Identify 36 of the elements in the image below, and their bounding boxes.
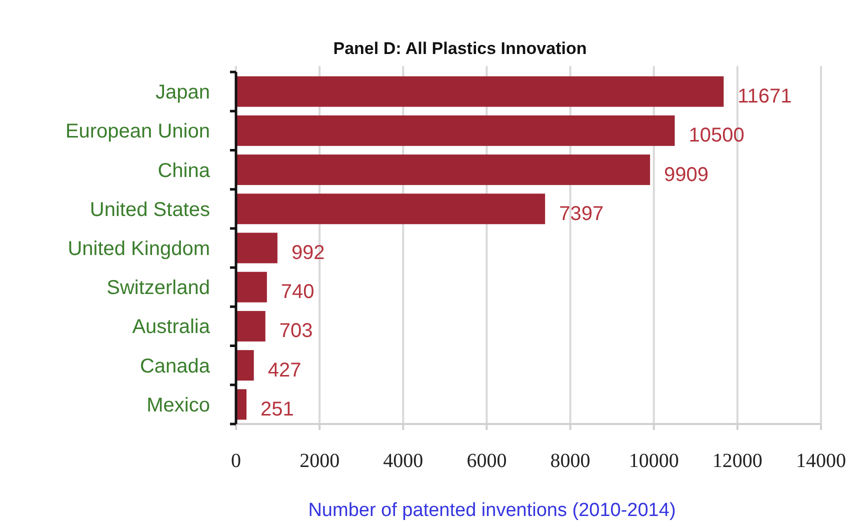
data-label: 11671 (738, 86, 792, 108)
data-label: 703 (279, 320, 313, 342)
data-label: 10500 (688, 124, 744, 147)
bar (236, 76, 724, 107)
data-label: 992 (291, 242, 325, 264)
x-tick-label: 10000 (628, 450, 679, 472)
data-label: 9909 (664, 164, 709, 186)
chart-title: Panel D: All Plastics Innovation (333, 39, 587, 58)
bar (236, 232, 278, 264)
y-tick-label: Canada (140, 355, 211, 378)
bar (236, 154, 650, 186)
x-tick-label: 2000 (300, 450, 340, 472)
y-tick-label: Japan (156, 82, 210, 104)
x-tick-label: 0 (231, 450, 241, 472)
y-tick-label: Switzerland (106, 277, 210, 300)
bar (236, 350, 254, 381)
x-tick-label: 14000 (796, 450, 846, 472)
x-tick-label: 4000 (383, 450, 424, 472)
x-tick-label: 6000 (466, 450, 507, 472)
y-tick-label: Mexico (146, 394, 210, 416)
x-tick-label: 8000 (550, 450, 590, 472)
bar (236, 194, 546, 224)
data-label: 7397 (559, 202, 604, 225)
y-tick-label: China (158, 160, 211, 182)
data-label: 427 (268, 359, 302, 382)
bar (236, 310, 266, 342)
bar (236, 115, 675, 146)
y-tick-label: United Kingdom (68, 238, 210, 260)
data-label: 251 (260, 398, 294, 420)
data-label: 740 (280, 281, 314, 304)
y-tick-label: Australia (132, 316, 211, 338)
x-axis-title: Number of patented inventions (2010-2014) (308, 500, 676, 521)
bar (236, 272, 267, 302)
y-tick-label: United States (90, 198, 210, 221)
x-tick-label: 12000 (712, 450, 762, 472)
y-tick-label: European Union (65, 120, 210, 143)
